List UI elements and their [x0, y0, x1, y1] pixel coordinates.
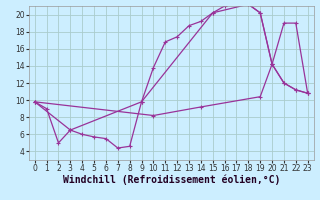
X-axis label: Windchill (Refroidissement éolien,°C): Windchill (Refroidissement éolien,°C): [62, 175, 280, 185]
